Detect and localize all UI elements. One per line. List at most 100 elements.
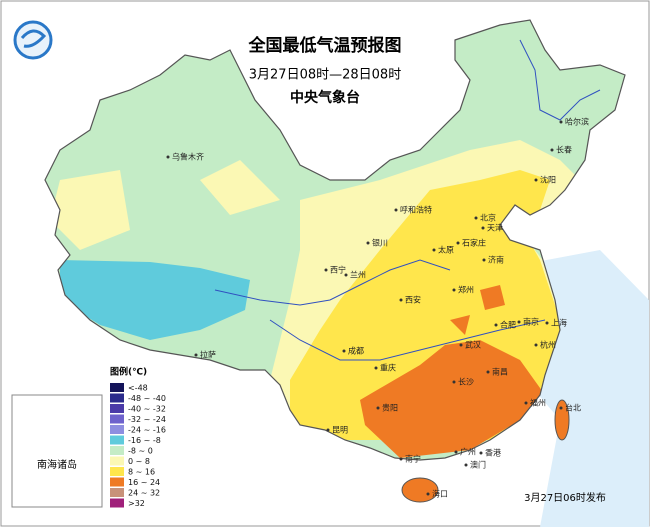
legend-swatch — [110, 414, 124, 424]
city-label: 南昌 — [492, 367, 508, 377]
legend-label: -24 ~ -16 — [128, 426, 166, 435]
zone-16-24 — [450, 285, 505, 335]
city-dot — [452, 380, 456, 384]
city-label: 上海 — [551, 318, 567, 328]
city-label: 银川 — [372, 238, 388, 248]
city-label: 哈尔滨 — [565, 117, 589, 127]
legend-label: -48 ~ -40 — [128, 394, 166, 403]
hainan — [401, 477, 439, 503]
city-dot — [481, 226, 485, 230]
city-dot — [399, 298, 403, 302]
city-dot — [559, 406, 563, 410]
legend-swatch — [110, 467, 124, 476]
city-label: 海口 — [432, 489, 448, 499]
city-dot — [482, 258, 486, 262]
city-label: 呼和浩特 — [400, 205, 432, 215]
city-dot — [399, 457, 403, 461]
city-dot — [326, 428, 330, 432]
city-dot — [374, 366, 378, 370]
legend-swatch — [110, 435, 124, 445]
zone-16-24 — [360, 340, 545, 458]
city-label: 长春 — [556, 145, 572, 155]
legend-label: 24 ~ 32 — [128, 489, 160, 498]
legend-label: -32 ~ -24 — [128, 415, 166, 424]
city-dot — [559, 120, 563, 124]
legend-swatch — [110, 393, 124, 403]
legend-label: -16 ~ -8 — [128, 436, 161, 445]
city-label: 西宁 — [330, 265, 346, 275]
legend-swatch — [110, 488, 124, 497]
legend-label: 0 ~ 8 — [128, 457, 150, 466]
rivers — [214, 39, 601, 361]
city-dot — [366, 241, 370, 245]
legend-swatch — [110, 383, 124, 392]
legend-swatch — [110, 456, 124, 466]
city-dot — [324, 268, 328, 272]
agency: 中央气象台 — [290, 89, 360, 106]
city-label: 天津 — [487, 223, 503, 233]
city-label: 石家庄 — [462, 238, 486, 248]
logo — [13, 20, 53, 60]
release-note: 3月27日06时发布 — [524, 491, 606, 504]
city-label: 福州 — [530, 399, 546, 408]
city-dot — [545, 321, 549, 325]
inset-label: 南海诸岛 — [37, 458, 77, 471]
city-dot — [474, 216, 478, 220]
city-dot — [452, 288, 456, 292]
city-label: 西安 — [405, 295, 421, 305]
city-label: 南宁 — [405, 454, 421, 464]
city-label: 郑州 — [458, 285, 474, 295]
city-dot — [426, 492, 430, 496]
city-dot — [376, 406, 380, 410]
city-label: 广州 — [460, 447, 476, 457]
legend-label: >32 — [128, 499, 145, 508]
city-label: 长沙 — [458, 377, 474, 387]
zone-minus16-minus8 — [60, 260, 250, 340]
city-label: 南京 — [523, 317, 539, 327]
city-label: 太原 — [438, 245, 454, 255]
city-dot — [550, 148, 554, 152]
city-label: 合肥 — [500, 320, 516, 330]
city-dot — [454, 450, 458, 454]
city-label: 台北 — [565, 403, 581, 413]
city-dot — [344, 273, 348, 277]
city-label: 澳门 — [470, 460, 486, 470]
title: 全国最低气温预报图 — [248, 35, 402, 56]
taiwan — [554, 399, 570, 441]
city-dot — [479, 451, 483, 455]
city-dot — [432, 248, 436, 252]
legend-swatch — [110, 404, 124, 413]
city-label: 香港 — [485, 448, 501, 458]
legend-label: 8 ~ 16 — [128, 468, 155, 477]
city-dot — [517, 320, 521, 324]
city-dot — [486, 370, 490, 374]
legend-swatch — [110, 498, 124, 508]
city-label: 重庆 — [380, 363, 396, 373]
city-dot — [456, 241, 460, 245]
legend-label: -40 ~ -32 — [128, 405, 166, 414]
city-label: 成都 — [348, 346, 364, 356]
legend-swatch — [110, 477, 124, 487]
subtitle: 3月27日08时—28日08时 — [249, 68, 401, 83]
city-label: 北京 — [480, 213, 496, 223]
city-label: 兰州 — [350, 270, 366, 280]
city-label: 贵阳 — [382, 403, 398, 413]
city-label: 济南 — [488, 255, 504, 265]
legend-label: <-48 — [128, 384, 148, 393]
legend-label: -8 ~ 0 — [128, 447, 153, 456]
zone-0-8 — [50, 160, 280, 250]
city-label: 杭州 — [540, 340, 556, 350]
city-dot — [494, 323, 498, 327]
city-dot — [194, 353, 198, 357]
city-dot — [464, 463, 468, 467]
city-dot — [342, 349, 346, 353]
city-dot — [534, 343, 538, 347]
city-label: 沈阳 — [540, 175, 556, 185]
city-label: 乌鲁木齐 — [172, 152, 204, 162]
city-dot — [394, 208, 398, 212]
city-label: 武汉 — [465, 340, 481, 350]
city-label: 拉萨 — [200, 350, 216, 360]
city-dot — [166, 155, 170, 159]
legend-title: 图例(℃) — [110, 366, 147, 378]
